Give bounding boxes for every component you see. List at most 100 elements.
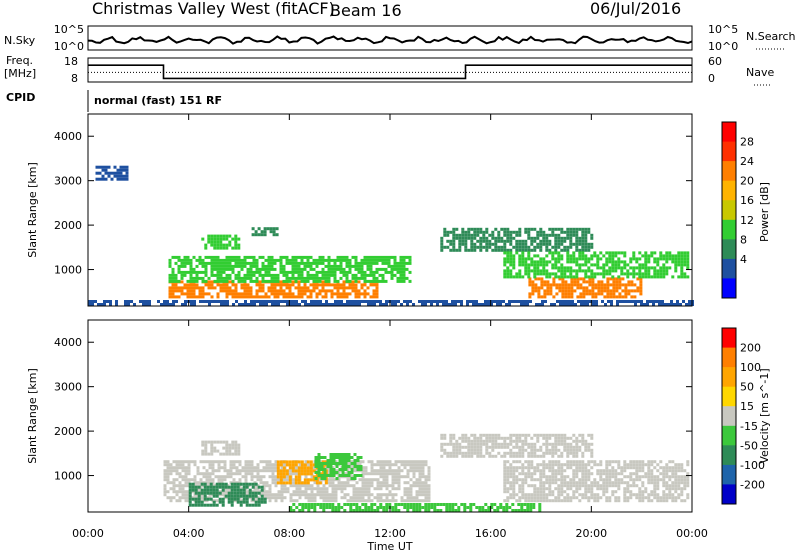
power-cell [240,295,244,299]
velocity-cell [584,490,588,494]
velocity-cell [335,453,339,456]
velocity-cell [212,500,216,504]
velocity-cell [301,503,305,506]
power-cell [554,227,558,231]
power-colorbar-tick: 16 [740,194,754,207]
power-cell [506,266,510,270]
power-cell [569,272,573,276]
velocity-cell [403,475,407,479]
velocity-cell [617,499,621,503]
velocity-cell [418,499,422,503]
velocity-cell [223,466,227,470]
power-cell [177,295,181,299]
velocity-cell [184,469,188,473]
velocity-cell [470,448,474,452]
power-cell [605,260,609,264]
velocity-cell [509,451,513,455]
power-cell [174,273,178,277]
velocity-cell [184,481,188,485]
velocity-cell [575,469,579,473]
power-cell [515,239,519,243]
velocity-cell [373,496,377,500]
velocity-cell [352,499,356,503]
power-cell [600,289,604,293]
velocity-cell [575,496,579,500]
velocity-cell [566,481,570,485]
velocity-cell [346,503,350,506]
power-cell [549,283,553,287]
power-cell [277,300,280,303]
velocity-cell [394,478,398,482]
velocity-cell [338,453,342,456]
velocity-cell [680,466,684,470]
velocity-cell [248,488,252,492]
velocity-cell [283,478,287,482]
power-cell [201,292,205,296]
velocity-cell [545,481,549,485]
power-cell [369,283,373,287]
velocity-cell [216,449,220,453]
velocity-cell [361,460,365,464]
power-cell [611,266,615,270]
velocity-cell [545,463,549,467]
velocity-cell [503,490,507,494]
power-cell [297,264,301,268]
power-cell [192,279,196,283]
power-cell [270,283,274,287]
power-cell [315,279,319,283]
power-cell [602,254,606,258]
velocity-cell [254,491,258,495]
velocity-cell [614,484,618,488]
velocity-cell [328,503,332,506]
power-cell [531,292,535,296]
power-cell [369,261,373,265]
velocity-cell [217,463,221,467]
velocity-cell [382,460,386,464]
power-cell [207,255,211,259]
power-cell [665,251,669,255]
velocity-cell [527,442,531,446]
velocity-cell [458,448,462,452]
power-cell [186,283,190,287]
velocity-cell [554,442,558,446]
velocity-cell [328,478,332,482]
velocity-cell [317,456,321,459]
velocity-cell [350,471,354,474]
power-cell [503,230,507,234]
velocity-cell [485,442,489,446]
power-cell [402,270,406,274]
velocity-cell [656,463,660,467]
power-cell [225,279,229,283]
velocity-cell [234,443,238,447]
power-cell [609,289,613,293]
velocity-cell [469,503,473,506]
power-cell [333,292,337,296]
power-cell [234,286,238,290]
power-cell [363,270,367,274]
power-cell [665,272,669,276]
power-cell [273,289,277,293]
power-cell [548,275,552,279]
velocity-cell [647,481,651,485]
velocity-cell [205,460,209,464]
velocity-cell [566,499,570,503]
velocity-cell [647,463,651,467]
power-cell [228,261,232,265]
velocity-cell [294,481,298,485]
velocity-cell [590,496,594,500]
power-cell [375,292,379,296]
velocity-cell [385,484,389,488]
power-cell [273,273,277,277]
power-cell [98,171,102,175]
power-cell [402,261,406,265]
velocity-cell [163,463,167,467]
velocity-cell [316,487,320,491]
power-cell [402,264,406,268]
power-cell [443,233,447,237]
power-cell [369,273,373,277]
power-cell [294,255,298,259]
velocity-cell [228,443,232,447]
velocity-cell [662,478,666,482]
velocity-cell [458,445,462,449]
power-cell [171,292,175,296]
